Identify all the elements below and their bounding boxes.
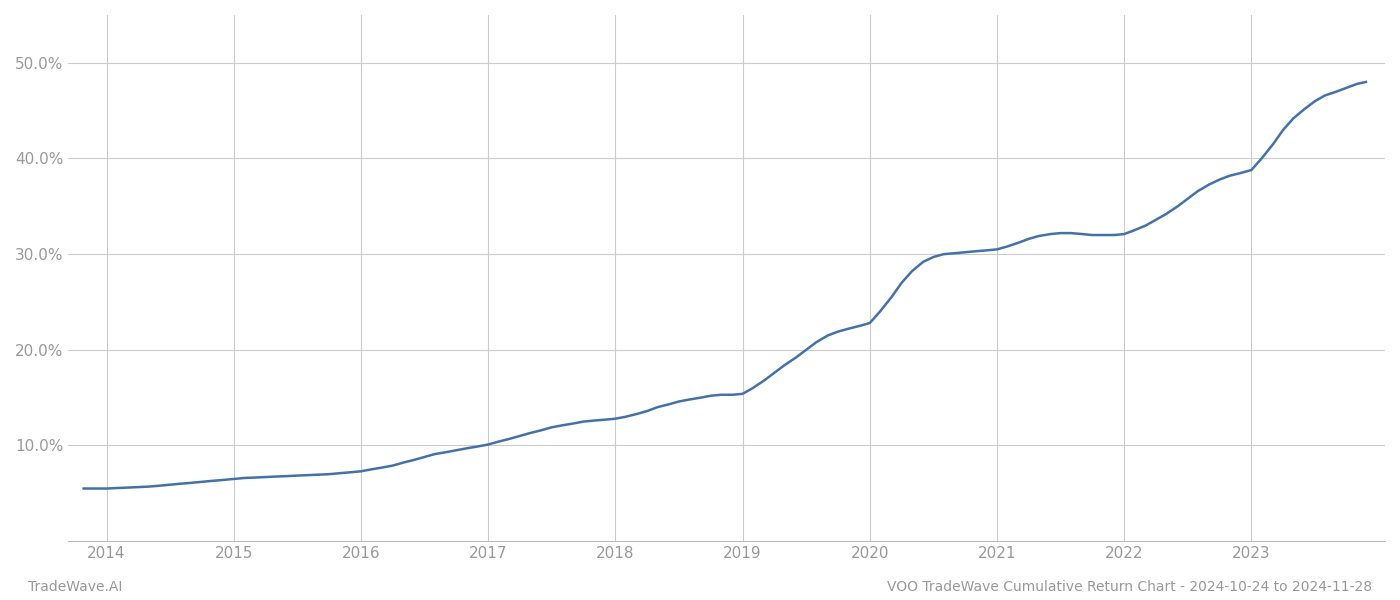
Text: TradeWave.AI: TradeWave.AI: [28, 580, 122, 594]
Text: VOO TradeWave Cumulative Return Chart - 2024-10-24 to 2024-11-28: VOO TradeWave Cumulative Return Chart - …: [886, 580, 1372, 594]
